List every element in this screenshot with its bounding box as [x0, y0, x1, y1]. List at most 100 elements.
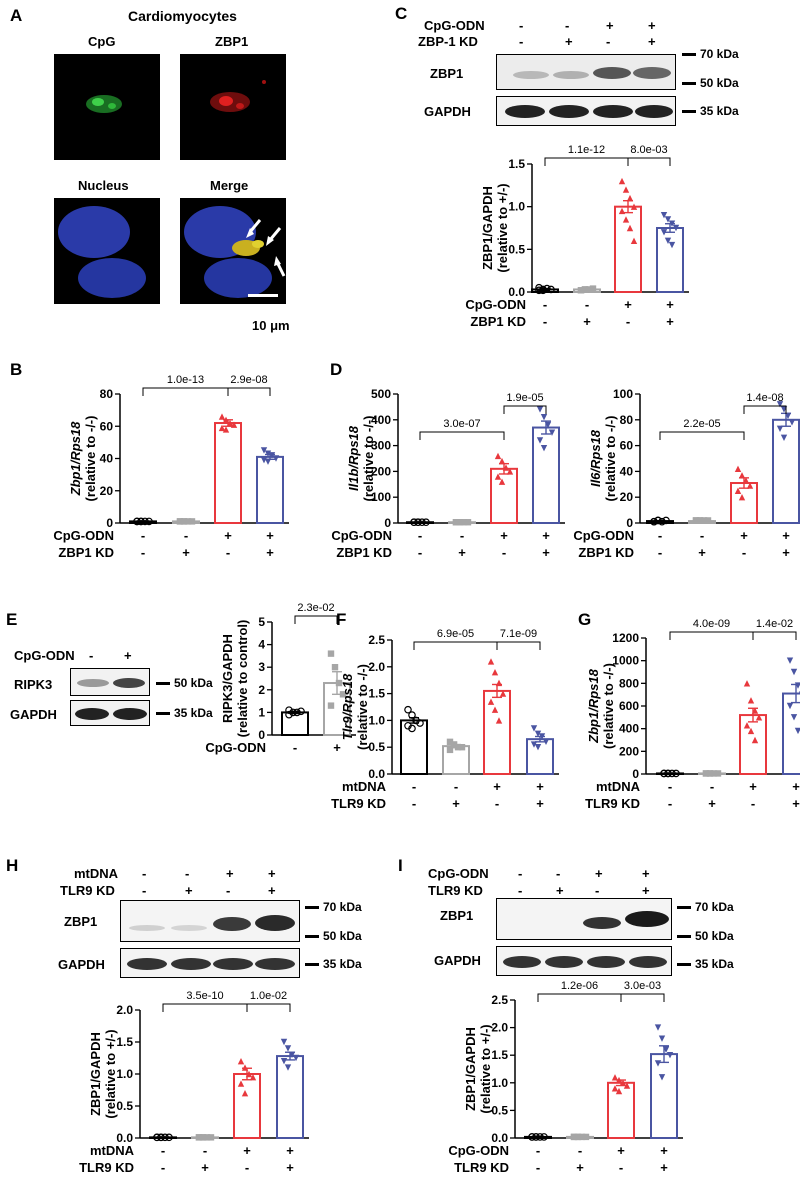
- condition-label: TLR9 KD: [79, 1160, 134, 1175]
- micrograph-merge: [180, 198, 286, 304]
- data-point: [532, 1133, 540, 1141]
- condition-sign: -: [658, 528, 662, 543]
- significance-bracket: [142, 387, 229, 396]
- e-blot-ripk3: [70, 668, 150, 696]
- h-marker-35: 35 kDa: [305, 957, 362, 971]
- data-point: [577, 287, 585, 294]
- data-point: [226, 419, 234, 427]
- data-point: [230, 421, 238, 428]
- condition-sign: +: [286, 1160, 294, 1175]
- condition-sign: +: [698, 545, 706, 560]
- y-tick-label: 5: [258, 615, 265, 629]
- condition-label: CpG-ODN: [448, 1143, 509, 1158]
- significance-bracket: [419, 431, 505, 440]
- data-point: [734, 465, 742, 473]
- data-point: [260, 447, 268, 454]
- data-point: [530, 741, 538, 748]
- bar: [400, 719, 428, 776]
- data-point: [408, 724, 416, 733]
- panel-letter-a: A: [10, 6, 23, 25]
- data-point: [618, 177, 626, 185]
- h-sign: +: [226, 866, 234, 881]
- data-point: [458, 744, 466, 751]
- bar: [607, 1081, 635, 1140]
- y-tick-label: 2.0: [491, 1021, 508, 1035]
- data-point: [284, 1045, 292, 1052]
- data-point: [199, 1134, 207, 1141]
- data-point: [788, 419, 796, 426]
- p-value-label: 3.0e-03: [624, 980, 661, 992]
- condition-sign: -: [226, 545, 230, 560]
- condition-label: CpG-ODN: [465, 297, 526, 312]
- condition-sign: -: [668, 779, 672, 794]
- p-value-label: 1.1e-12: [568, 144, 605, 156]
- data-point: [145, 517, 153, 526]
- condition-sign: +: [660, 1160, 668, 1175]
- p-value-label: 4.0e-09: [693, 618, 730, 630]
- data-point: [751, 707, 759, 714]
- significance-bracket: [669, 631, 754, 640]
- data-point: [660, 212, 668, 219]
- data-point: [794, 682, 800, 689]
- condition-sign: -: [161, 1143, 165, 1158]
- data-point: [133, 517, 141, 526]
- data-point: [702, 770, 710, 777]
- y-tick-label: 2: [258, 683, 265, 697]
- data-point: [137, 517, 145, 526]
- y-tick-label: 4: [258, 638, 265, 652]
- h-sign: +: [268, 883, 276, 898]
- condition-sign: +: [617, 1143, 625, 1158]
- data-point: [776, 401, 784, 408]
- y-tick-label: 300: [371, 439, 391, 453]
- h-band-zbp1-label: ZBP1: [64, 914, 98, 929]
- y-tick-label: 0: [258, 728, 265, 742]
- data-point: [495, 679, 503, 687]
- data-point: [446, 738, 454, 746]
- data-point: [543, 284, 551, 293]
- data-point: [460, 519, 468, 526]
- y-axis-label-sub: (relative to control): [235, 620, 250, 738]
- i-sign: -: [556, 866, 561, 881]
- e-band-ripk3-label: RIPK3: [14, 677, 53, 692]
- data-point: [218, 413, 226, 420]
- condition-sign: -: [700, 528, 704, 543]
- data-point: [672, 769, 680, 778]
- y-axis-label: Il6/Rps18: [588, 429, 603, 487]
- y-tick-label: 1.0: [491, 1076, 508, 1090]
- data-point: [790, 668, 798, 676]
- h-marker-70: 70 kDa: [305, 900, 362, 914]
- significance-bracket: [503, 405, 547, 414]
- data-point: [534, 744, 542, 751]
- data-point: [654, 516, 662, 525]
- condition-label: mtDNA: [596, 779, 641, 794]
- micrograph-zbp1: [180, 54, 286, 160]
- data-point: [222, 426, 230, 433]
- data-point: [734, 487, 742, 494]
- significance-bracket: [227, 387, 271, 396]
- data-point: [165, 1133, 173, 1142]
- condition-sign: +: [493, 779, 501, 794]
- e-marker-35: 35 kDa: [156, 706, 213, 720]
- condition-sign: +: [266, 528, 274, 543]
- data-point: [495, 717, 503, 724]
- data-point: [272, 455, 280, 462]
- condition-sign: -: [710, 779, 714, 794]
- data-point: [743, 680, 751, 687]
- panel-letter-e: E: [6, 610, 18, 629]
- bar: [614, 205, 642, 294]
- condition-sign: -: [418, 545, 422, 560]
- significance-bracket: [413, 641, 498, 650]
- data-point: [153, 1133, 161, 1142]
- chart-h: 0.0 0.5 1.0 1.5 2.0 ZBP1/GAPDH (relative to +/…: [79, 990, 309, 1175]
- y-tick-label: 1.0: [508, 200, 525, 214]
- condition-sign: +: [452, 796, 460, 811]
- i-sign: +: [595, 866, 603, 881]
- condition-sign: +: [182, 545, 190, 560]
- data-point: [751, 736, 759, 744]
- condition-label: TLR9 KD: [331, 796, 386, 811]
- condition-sign: +: [660, 1143, 668, 1158]
- y-tick-label: 20: [100, 484, 114, 498]
- data-point: [188, 518, 196, 525]
- data-point: [498, 478, 506, 485]
- c-sign: +: [648, 18, 656, 33]
